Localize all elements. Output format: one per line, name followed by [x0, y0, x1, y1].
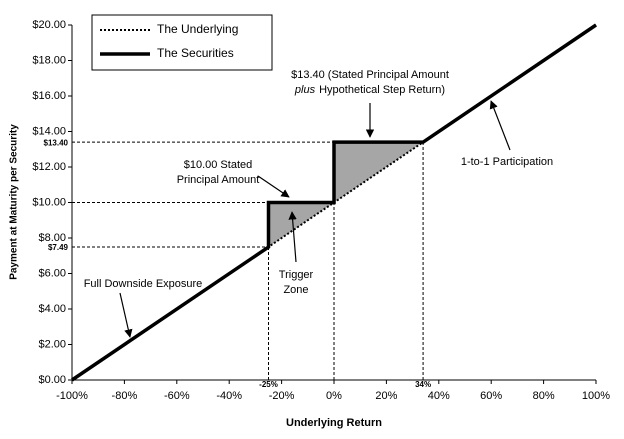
annotation-text: Full Downside Exposure: [84, 278, 203, 290]
x-tick-label: 20%: [375, 390, 397, 402]
x-tick-label: -80%: [112, 390, 138, 402]
annotation-text: 1-to-1 Participation: [461, 156, 553, 168]
y-tick-label: $6.00: [38, 267, 66, 279]
legend-box: [91, 14, 273, 71]
annotation-text-part: Trigger: [279, 269, 314, 281]
x-tick-label: -20%: [269, 390, 295, 402]
y-marker-label: $7.49: [48, 243, 69, 252]
annotation-text-part: plus: [294, 84, 316, 96]
x-axis-title: Underlying Return: [286, 417, 382, 429]
x-tick-label: 100%: [582, 390, 610, 402]
y-tick-label: $16.00: [32, 90, 66, 102]
x-tick-label: 0%: [326, 390, 342, 402]
y-tick-label: $10.00: [32, 196, 66, 208]
annotation-text-part: $13.40 (Stated Principal Amount: [291, 69, 449, 81]
annotation-text: $13.40 (Stated Principal Amount: [291, 69, 449, 81]
x-marker-label: -25%: [259, 380, 278, 389]
y-tick-label: $14.00: [32, 125, 66, 137]
x-tick-label: 40%: [428, 390, 450, 402]
legend-label: The Underlying: [157, 22, 238, 36]
y-tick-label: $8.00: [38, 232, 66, 244]
x-tick-label: 60%: [480, 390, 502, 402]
y-marker-label: $13.40: [44, 138, 69, 147]
x-tick-label: -40%: [216, 390, 242, 402]
annotation-text-part: Zone: [283, 284, 308, 296]
y-tick-label: $2.00: [38, 338, 66, 350]
annotation-text-part: $10.00 Stated: [184, 159, 253, 171]
annotation-text: Principal Amount: [177, 174, 260, 186]
annotation-arrow: [257, 175, 290, 198]
y-tick-label: $4.00: [38, 303, 66, 315]
annotation-arrow: [119, 292, 133, 338]
y-axis-title: Payment at Maturity per Security: [9, 124, 20, 280]
y-tick-label: $18.00: [32, 54, 66, 66]
annotation-text-part: Hypothetical Step Return): [319, 84, 445, 96]
annotation-text: Zone: [283, 284, 308, 296]
legend-label: The Securities: [157, 46, 234, 60]
annotation-text-part: 1-to-1 Participation: [461, 156, 553, 168]
y-tick-label: $20.00: [32, 19, 66, 31]
annotation-text: Trigger: [279, 269, 314, 281]
annotation-text: plus Hypothetical Step Return): [294, 84, 445, 96]
y-tick-label: $12.00: [32, 161, 66, 173]
x-tick-label: -100%: [56, 390, 88, 402]
annotation-arrow: [489, 100, 511, 151]
annotation-text: $10.00 Stated: [184, 159, 253, 171]
annotation-text-part: Principal Amount: [177, 174, 260, 186]
x-tick-label: 80%: [533, 390, 555, 402]
annotation-text-part: Full Downside Exposure: [84, 278, 203, 290]
y-tick-label: $0.00: [38, 374, 66, 386]
series-line: [71, 23, 597, 382]
x-marker-label: 34%: [415, 380, 431, 389]
x-tick-label: -60%: [164, 390, 190, 402]
annotation-arrow: [288, 211, 297, 263]
